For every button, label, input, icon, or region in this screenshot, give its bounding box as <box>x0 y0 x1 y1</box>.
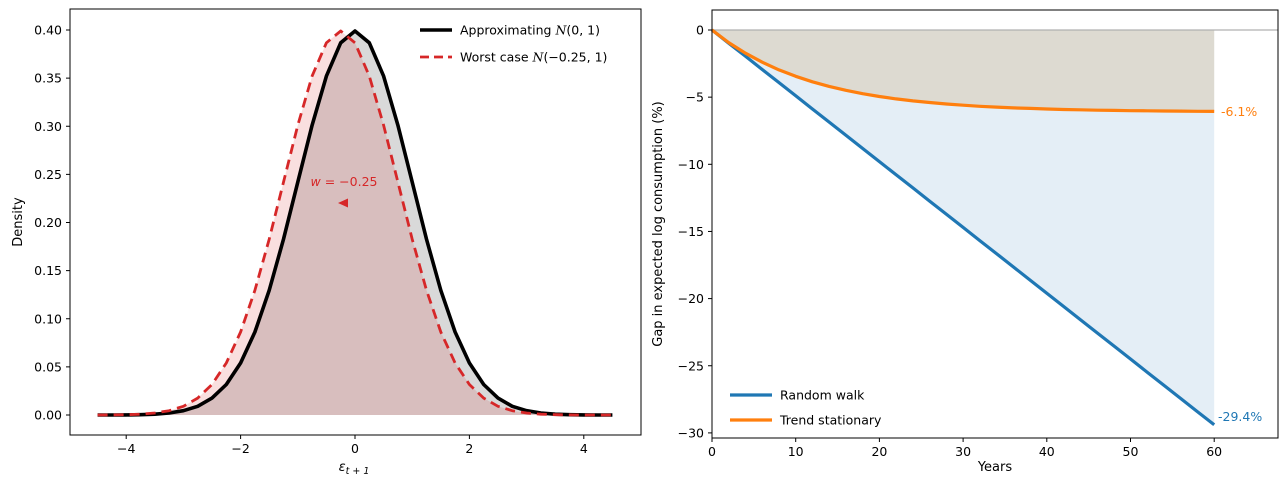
x-tick-label: 40 <box>1039 444 1055 459</box>
x-tick-label: 50 <box>1123 444 1139 459</box>
y-tick-label: 0.10 <box>34 311 62 326</box>
worst-case-normal-curve <box>97 29 613 417</box>
y-tick-label: 0.00 <box>34 408 62 423</box>
x-tick-label: 60 <box>1206 444 1222 459</box>
y-tick-label: 0.20 <box>34 215 62 230</box>
x-tick-label: 30 <box>955 444 971 459</box>
trend-stationary-curve <box>711 28 1215 113</box>
y-tick-label: 0.05 <box>34 359 62 374</box>
y-tick-label: 0.40 <box>34 23 62 38</box>
x-tick-label: 2 <box>465 441 473 456</box>
left-curves <box>97 29 613 417</box>
y-tick-label: −10 <box>678 157 704 172</box>
right-curves <box>711 28 1216 427</box>
right-xlabel: Years <box>977 460 1013 475</box>
left-ylabel: Density <box>11 197 26 247</box>
x-tick-label: −4 <box>117 441 135 456</box>
right-ylabel: Gap in expected log consumption (%) <box>651 101 666 347</box>
legend-label-approximating: Approximating N(0, 1) <box>460 23 600 38</box>
x-tick-label: 10 <box>788 444 804 459</box>
worst-case-normal-fill <box>97 31 613 415</box>
x-tick-label: −2 <box>231 441 249 456</box>
approximating-normal-curve <box>97 29 613 417</box>
left-axis-ticks: −4 −2 0 2 4 0.00 0.05 0.10 0.15 0.20 0.25 0.30 0.35 0… <box>34 23 588 457</box>
axes-spines <box>711 9 1279 439</box>
y-tick-label: 0 <box>696 23 704 38</box>
approximating-normal-fill <box>97 31 613 415</box>
legend-label-worst-case: Worst case N(−0.25, 1) <box>460 50 607 65</box>
legend-label-trend-stationary: Trend stationary <box>779 413 882 428</box>
x-tick-label: 20 <box>871 444 887 459</box>
y-tick-label: −15 <box>678 224 704 239</box>
random-walk-curve <box>711 28 1216 427</box>
right-chart-consumption-gap: 0 10 20 30 40 50 60 0 −5 −10 −15 −20 −25 −30 Gap in e… <box>651 9 1279 475</box>
w-annotation: w = −0.25 <box>311 174 378 208</box>
left-fill-areas <box>97 31 613 415</box>
w-annotation-text: w = −0.25 <box>311 174 378 189</box>
x-tick-label: 0 <box>708 444 716 459</box>
random-walk-end-label: -29.4% <box>1218 409 1262 424</box>
y-tick-label: 0.15 <box>34 263 62 278</box>
y-tick-label: 0.35 <box>34 71 62 86</box>
trend-stationary-fill <box>712 30 1215 112</box>
x-tick-label: 4 <box>580 441 588 456</box>
y-tick-label: −25 <box>678 358 704 373</box>
y-tick-label: −5 <box>686 90 704 105</box>
y-tick-label: 0.30 <box>34 119 62 134</box>
right-legend: Random walk Trend stationary <box>730 388 882 428</box>
legend-label-random-walk: Random walk <box>780 388 865 403</box>
right-axis-ticks: 0 10 20 30 40 50 60 0 −5 −10 −15 −20 −25 −30 <box>678 23 1223 460</box>
trend-stationary-end-label: -6.1% <box>1221 104 1257 119</box>
left-legend: Approximating N(0, 1) Worst case N(−0.25… <box>420 23 607 65</box>
y-tick-label: −30 <box>678 425 704 440</box>
left-xlabel: εt + 1 <box>339 460 370 477</box>
right-axes-frame <box>711 9 1279 439</box>
w-annotation-arrowhead-icon <box>338 198 348 208</box>
x-tick-label: 0 <box>351 441 359 456</box>
y-tick-label: 0.25 <box>34 167 62 182</box>
left-chart-density: −4 −2 0 2 4 0.00 0.05 0.10 0.15 0.20 0.25 0.30 0.35 0… <box>11 8 642 477</box>
y-tick-label: −20 <box>678 291 704 306</box>
